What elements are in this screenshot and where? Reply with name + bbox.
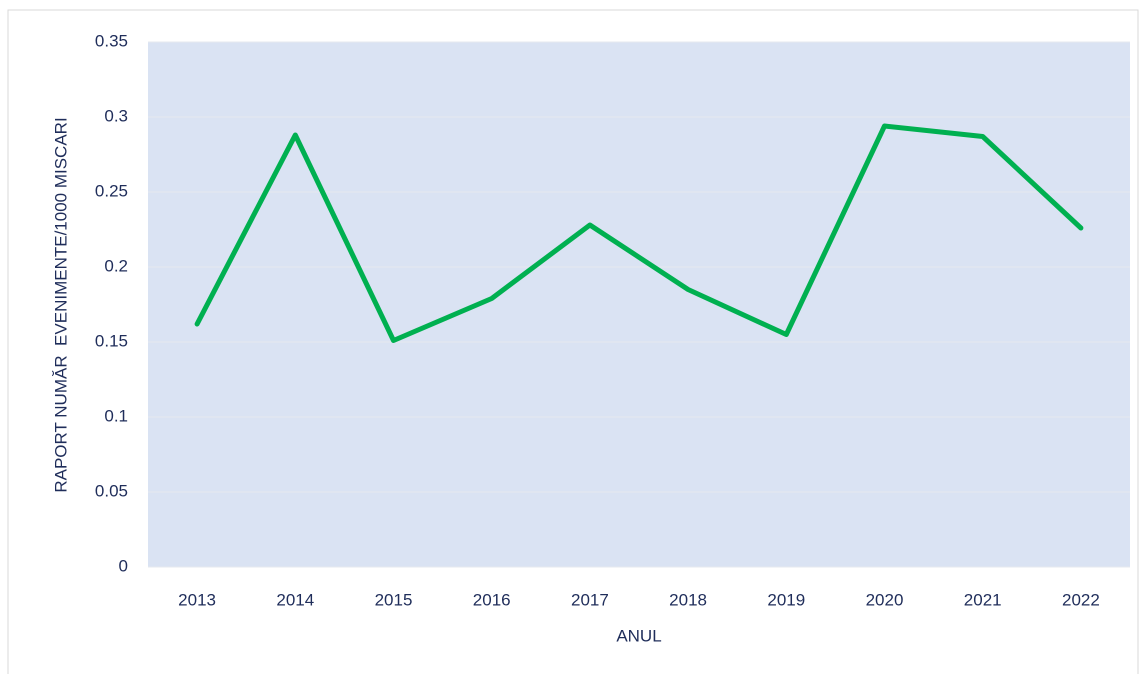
plot-area	[148, 42, 1130, 567]
x-tick-label: 2016	[473, 590, 511, 609]
y-tick-label: 0	[119, 556, 128, 575]
x-tick-label: 2019	[767, 590, 805, 609]
x-axis-title: ANUL	[616, 626, 661, 645]
y-tick-label: 0.25	[95, 181, 128, 200]
y-tick-label: 0.15	[95, 331, 128, 350]
y-tick-label: 0.05	[95, 481, 128, 500]
y-tick-label: 0.2	[104, 256, 128, 275]
y-tick-label: 0.3	[104, 106, 128, 125]
x-tick-label: 2020	[866, 590, 904, 609]
x-tick-label: 2018	[669, 590, 707, 609]
x-tick-label: 2014	[276, 590, 314, 609]
x-tick-label: 2013	[178, 590, 216, 609]
data-line	[194, 123, 1084, 343]
x-tick-label: 2021	[964, 590, 1002, 609]
y-tick-label: 0.1	[104, 406, 128, 425]
y-axis-title: RAPORT NUMĂR EVENIMENTE/1000 MISCARI	[51, 117, 70, 492]
y-tick-label: 0.35	[95, 31, 128, 50]
x-tick-label: 2015	[375, 590, 413, 609]
x-tick-label: 2022	[1062, 590, 1100, 609]
x-tick-label: 2017	[571, 590, 609, 609]
